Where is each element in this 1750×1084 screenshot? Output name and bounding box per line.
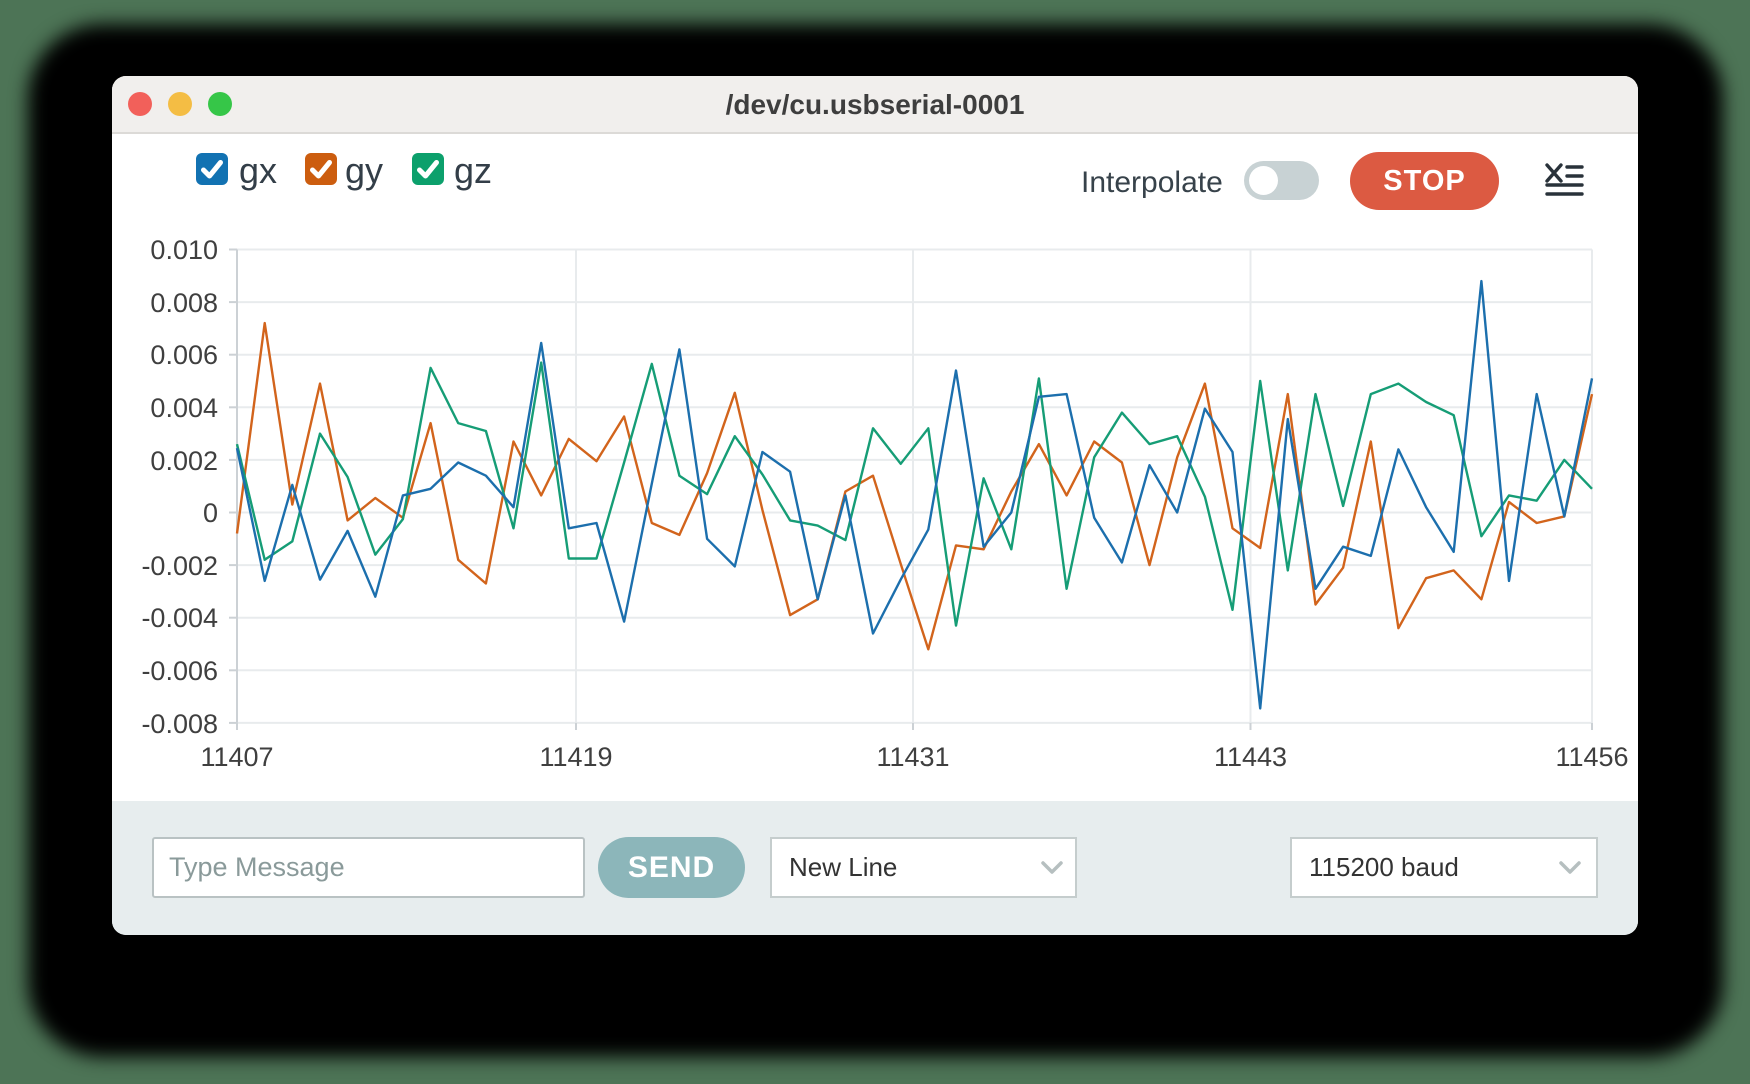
svg-text:-0.006: -0.006 bbox=[141, 656, 218, 686]
svg-text:0.008: 0.008 bbox=[150, 288, 218, 318]
svg-text:0.004: 0.004 bbox=[150, 393, 218, 423]
svg-text:11456: 11456 bbox=[1555, 742, 1628, 772]
svg-text:11407: 11407 bbox=[200, 742, 273, 772]
svg-text:-0.008: -0.008 bbox=[141, 709, 218, 739]
svg-text:11443: 11443 bbox=[1214, 742, 1287, 772]
svg-text:11431: 11431 bbox=[876, 742, 949, 772]
svg-text:0.002: 0.002 bbox=[150, 446, 218, 476]
svg-text:0: 0 bbox=[203, 498, 218, 528]
svg-text:11419: 11419 bbox=[539, 742, 612, 772]
svg-text:0.006: 0.006 bbox=[150, 340, 218, 370]
svg-text:-0.002: -0.002 bbox=[141, 551, 218, 581]
svg-text:-0.004: -0.004 bbox=[141, 603, 218, 633]
svg-text:0.010: 0.010 bbox=[150, 235, 218, 265]
